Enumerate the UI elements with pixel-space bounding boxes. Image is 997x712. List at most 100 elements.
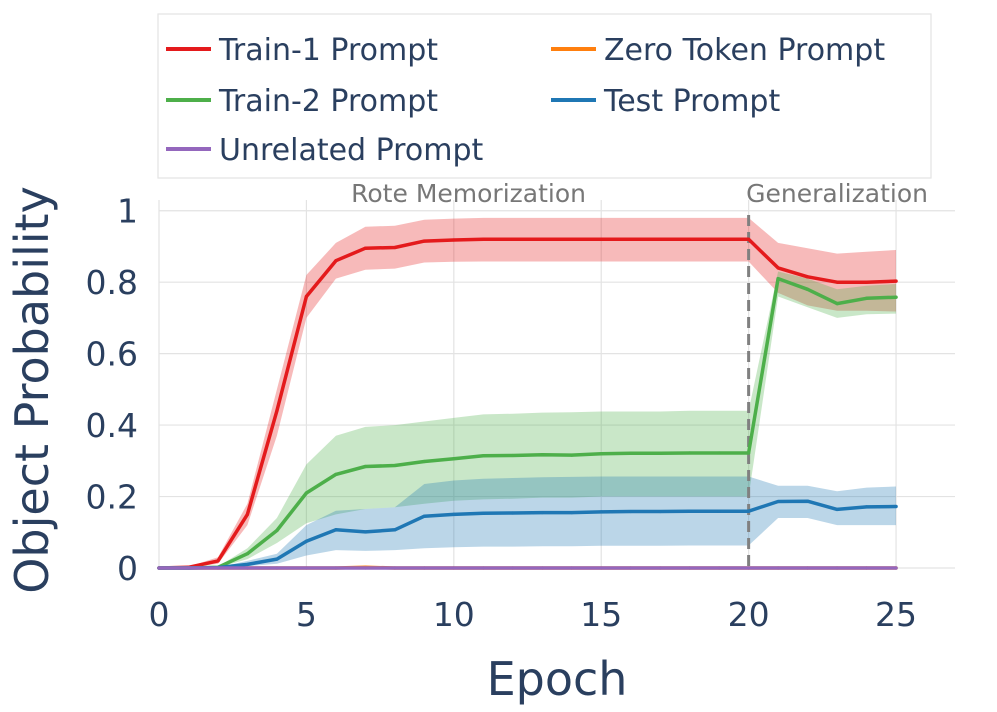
point-series-2 xyxy=(717,451,721,455)
point-series-0 xyxy=(304,294,309,299)
point-series-3 xyxy=(864,505,869,509)
point-series-4 xyxy=(717,566,721,570)
x-tick-label: 0 xyxy=(149,595,170,634)
point-series-3 xyxy=(688,509,692,513)
line-series-2 xyxy=(157,276,898,570)
line-series-0 xyxy=(157,237,898,570)
point-series-2 xyxy=(658,451,662,455)
point-series-3 xyxy=(835,507,839,512)
point-series-3 xyxy=(570,511,574,515)
y-tick-label: 0.4 xyxy=(86,406,138,445)
y-tick-label: 0.8 xyxy=(86,263,138,302)
point-series-0 xyxy=(658,237,662,241)
point-series-4 xyxy=(304,566,309,570)
y-tick-label: 0.6 xyxy=(86,335,138,374)
point-series-3 xyxy=(540,511,544,515)
point-series-2 xyxy=(894,295,898,299)
x-tick-label: 10 xyxy=(433,595,475,634)
band-series-2 xyxy=(159,271,896,568)
point-series-4 xyxy=(245,566,250,570)
x-tick-label: 25 xyxy=(875,595,917,634)
point-series-2 xyxy=(747,451,751,455)
point-series-4 xyxy=(864,566,869,570)
point-series-2 xyxy=(688,451,692,455)
point-series-2 xyxy=(245,552,250,556)
point-series-2 xyxy=(540,453,544,457)
point-series-2 xyxy=(422,459,426,464)
point-series-3 xyxy=(511,511,515,515)
point-series-0 xyxy=(511,237,515,241)
point-series-0 xyxy=(599,237,603,241)
point-series-4 xyxy=(776,566,780,570)
point-series-0 xyxy=(275,409,279,413)
x-tick-label: 15 xyxy=(580,595,622,634)
point-series-4 xyxy=(452,566,456,570)
point-series-0 xyxy=(629,237,633,241)
point-series-4 xyxy=(658,566,662,570)
point-series-4 xyxy=(363,566,367,570)
point-series-4 xyxy=(393,566,397,570)
point-series-2 xyxy=(835,302,839,306)
point-series-2 xyxy=(452,457,456,461)
x-tick-label: 5 xyxy=(296,595,317,634)
phase-label: Generalization xyxy=(746,179,928,208)
legend-label: Train-1 Prompt xyxy=(218,33,438,68)
band-series-0 xyxy=(159,217,896,568)
point-series-0 xyxy=(363,246,367,250)
point-series-0 xyxy=(216,559,220,563)
point-series-3 xyxy=(776,499,780,504)
y-tick-label: 0.2 xyxy=(86,478,138,517)
point-series-4 xyxy=(835,566,839,570)
legend: Train-1 Prompt Zero Token Prompt Train-2 P… xyxy=(157,13,932,179)
point-series-4 xyxy=(216,566,220,570)
point-series-2 xyxy=(864,296,869,300)
y-tick-label: 1 xyxy=(117,192,138,231)
y-tick-labels: 0 0.2 0.4 0.6 0.8 1 xyxy=(86,192,138,588)
point-series-2 xyxy=(393,463,397,468)
point-series-4 xyxy=(481,566,485,570)
point-series-3 xyxy=(304,539,309,543)
point-series-2 xyxy=(570,453,574,457)
point-series-2 xyxy=(363,464,367,469)
point-series-3 xyxy=(894,504,898,509)
x-tick-labels: 0 5 10 15 20 25 xyxy=(149,595,918,634)
point-series-4 xyxy=(157,566,161,570)
point-series-2 xyxy=(776,277,780,281)
point-series-4 xyxy=(688,566,692,570)
point-series-0 xyxy=(805,275,810,279)
point-series-0 xyxy=(688,237,692,241)
point-series-3 xyxy=(481,511,485,515)
y-tick-label: 0 xyxy=(117,549,138,588)
point-series-0 xyxy=(540,237,544,241)
point-series-0 xyxy=(717,237,721,241)
point-series-4 xyxy=(334,566,338,570)
phase-label: Rote Memorization xyxy=(351,179,586,208)
point-series-0 xyxy=(452,238,456,242)
legend-label: Unrelated Prompt xyxy=(219,133,483,168)
point-series-4 xyxy=(540,566,544,570)
point-series-3 xyxy=(334,528,338,532)
legend-label: Zero Token Prompt xyxy=(604,33,885,68)
point-series-0 xyxy=(864,280,869,284)
point-series-4 xyxy=(747,566,751,570)
legend-label: Test Prompt xyxy=(603,84,780,119)
point-series-2 xyxy=(481,454,485,458)
point-series-4 xyxy=(570,566,574,570)
point-series-2 xyxy=(275,528,279,533)
point-series-4 xyxy=(805,566,810,570)
point-series-3 xyxy=(452,512,456,517)
point-series-0 xyxy=(481,237,485,241)
point-series-4 xyxy=(186,566,191,570)
point-series-0 xyxy=(245,512,250,517)
point-series-3 xyxy=(658,509,662,514)
x-tick-label: 20 xyxy=(728,595,770,634)
confidence-bands xyxy=(159,217,896,568)
series-lines xyxy=(157,237,898,570)
point-series-3 xyxy=(747,509,751,513)
point-series-0 xyxy=(776,266,780,270)
point-series-2 xyxy=(511,453,515,458)
point-series-0 xyxy=(570,237,574,241)
point-series-0 xyxy=(334,259,338,263)
point-series-4 xyxy=(275,566,279,570)
